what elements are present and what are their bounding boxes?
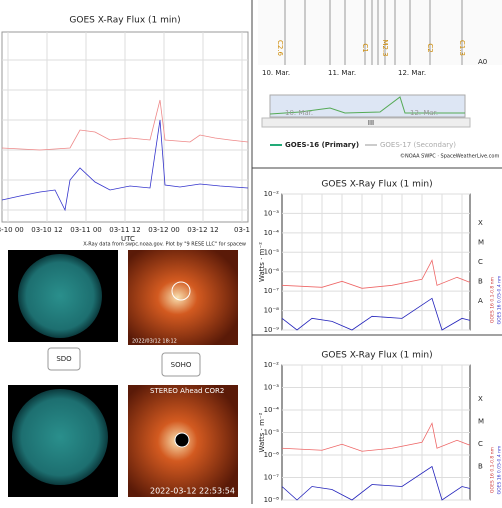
flare-timeline: C2.6 C1 M2.3 C2 C1.3 A0 10. Mar. 11. Mar. 12. … — [258, 0, 502, 160]
y-label: Watts · m⁻² — [258, 242, 266, 282]
goes-plot-2: GOES X-Ray Flux (1 min)10⁻²10⁻³10⁻⁴10⁻⁵1… — [258, 180, 502, 335]
class-label: C — [478, 258, 483, 266]
flare-label: C1.3 — [458, 40, 466, 56]
button-label[interactable]: SDO — [56, 355, 72, 363]
class-label: A — [478, 297, 483, 305]
legend-entry[interactable]: GOES-17 (Secondary) — [380, 141, 456, 149]
image-title: STEREO Ahead COR2 — [150, 387, 224, 395]
class-label: A0 — [478, 58, 487, 66]
y-tick-label: 10⁻⁹ — [264, 326, 280, 334]
title: GOES X-Ray Flux (1 min) — [321, 180, 432, 190]
x-tick-label: 03-11 12 — [109, 226, 140, 234]
flare-label: C1 — [361, 43, 369, 52]
legend-entry[interactable]: GOES-16 (Primary) — [285, 141, 359, 149]
series-label: GOES 16 0.05-0.4 nm — [497, 446, 502, 495]
x-tick-label: 03-10 00 — [0, 226, 24, 234]
credit: X-Ray data from swpc.noaa.gov. Plot by "… — [83, 242, 246, 248]
button-label[interactable]: SOHO — [171, 361, 192, 369]
class-label: M — [478, 239, 484, 247]
date-label: 12. Mar. — [398, 69, 426, 77]
y-tick-label: 10⁻⁷ — [264, 287, 280, 295]
scrollbar[interactable] — [262, 118, 470, 127]
class-label: X — [478, 395, 483, 403]
y-tick-label: 10⁻³ — [264, 384, 280, 392]
flare-label: M2.3 — [381, 39, 389, 56]
y-tick-label: 10⁻² — [264, 361, 280, 369]
imagery: 2022/03/12 18:12 SDO SOHO STEREO Ahead C… — [8, 250, 238, 497]
navigator-date: 12. Mar. — [410, 109, 438, 117]
y-label: Watts · m⁻² — [258, 412, 266, 452]
class-label: M — [478, 417, 484, 425]
y-tick-label: 10⁻² — [264, 190, 280, 198]
series-label: GOES 16 0.05-0.4 nm — [497, 276, 502, 325]
flare-label: C2.6 — [276, 40, 284, 57]
date-label: 10. Mar. — [262, 69, 290, 77]
scroll-handle[interactable]: III — [368, 119, 374, 127]
x-tick-label: 03-1 — [234, 226, 250, 234]
y-tick-label: 10⁻⁷ — [264, 474, 280, 482]
class-label: B — [478, 462, 483, 470]
title: GOES X-Ray Flux (1 min) — [69, 16, 180, 26]
class-label: B — [478, 277, 483, 285]
x-tick-label: 03-12 12 — [187, 226, 218, 234]
timestamp: 2022/03/12 18:12 — [132, 339, 177, 345]
date-label: 11. Mar. — [328, 69, 356, 77]
x-tick-label: 03-12 00 — [148, 226, 179, 234]
goes-plot-1: GOES X-Ray Flux (1 min) 03-10 00 03-10 12… — [0, 16, 250, 248]
sun-disk — [12, 389, 108, 485]
class-label: C — [478, 440, 483, 448]
navigator-date: 10. Mar. — [285, 109, 313, 117]
soho-image — [128, 250, 238, 345]
title: GOES X-Ray Flux (1 min) — [321, 351, 432, 361]
x-tick-label: 03-10 12 — [31, 226, 62, 234]
y-tick-label: 10⁻³ — [264, 209, 280, 217]
sun-disk — [18, 254, 102, 338]
occulter — [175, 433, 189, 447]
y-tick-label: 10⁻⁴ — [264, 229, 280, 237]
series-label: GOES 16 0.1-0.8 nm — [490, 447, 496, 493]
timestamp: 2022-03-12 22:53:54 — [150, 487, 235, 496]
y-tick-label: 10⁻⁸ — [264, 307, 280, 315]
class-label: X — [478, 219, 483, 227]
goes-plot-3: GOES X-Ray Flux (1 min)10⁻²10⁻³10⁻⁴10⁻⁵1… — [258, 351, 502, 505]
y-tick-label: 10⁻⁸ — [264, 496, 280, 504]
flare-label: C2 — [426, 43, 434, 52]
series-label: GOES 16 0.1-0.8 nm — [490, 277, 496, 323]
x-tick-label: 03-11 00 — [70, 226, 101, 234]
credit: ©NOAA SWPC · SpaceWeatherLive.com — [400, 153, 499, 160]
